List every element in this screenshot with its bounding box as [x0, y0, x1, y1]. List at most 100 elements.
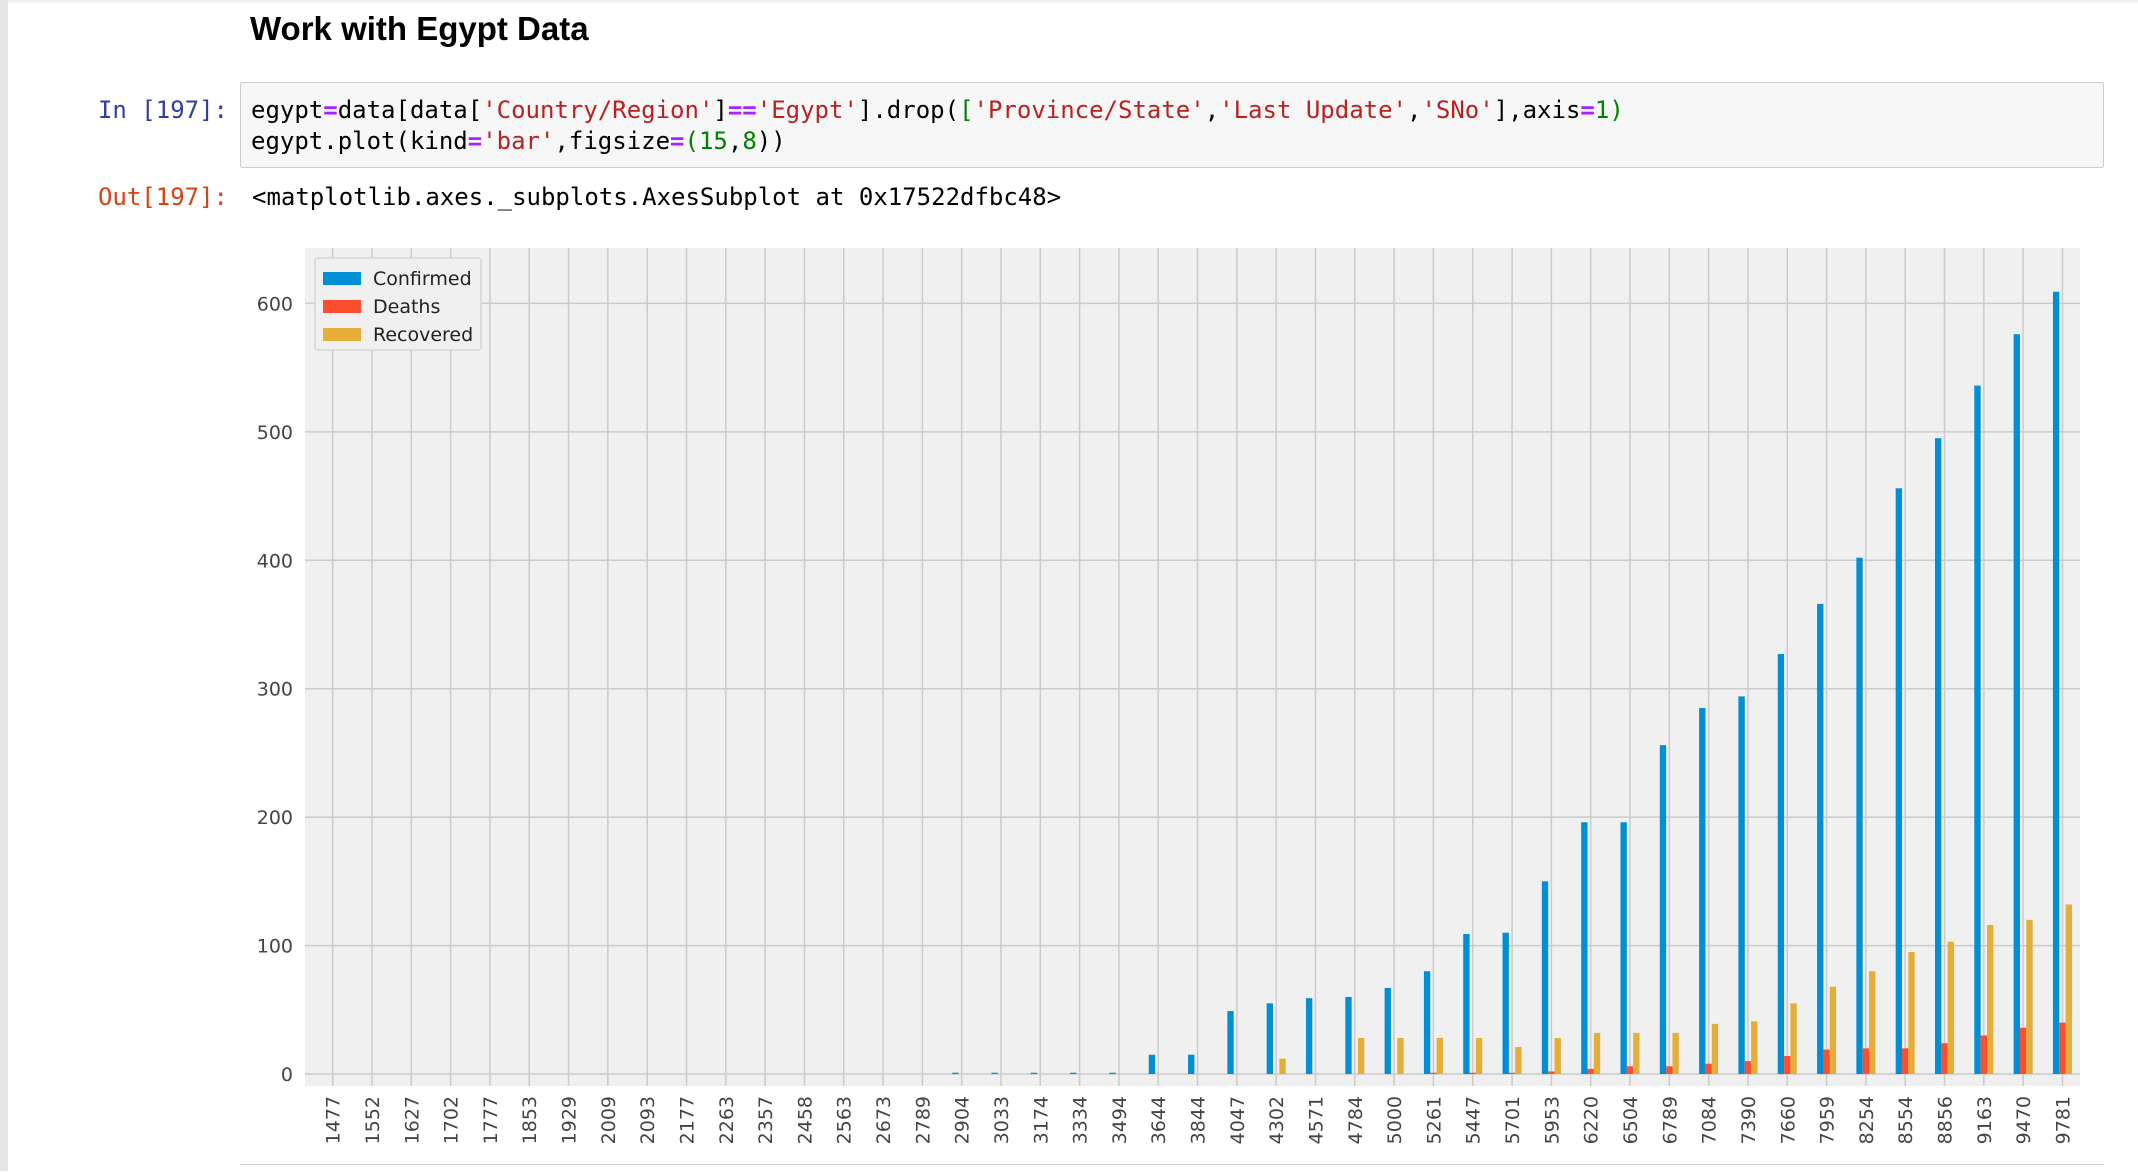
- markdown-heading: Work with Egypt Data: [250, 10, 589, 47]
- bar-recovered: [1829, 986, 1837, 1074]
- bar-deaths: [1508, 1072, 1516, 1074]
- x-tick-label: 3494: [1109, 1096, 1131, 1144]
- bar-recovered: [1397, 1038, 1404, 1074]
- x-tick-label: 3033: [991, 1096, 1013, 1144]
- bar-confirmed: [1109, 1072, 1116, 1074]
- x-tick-label: 6789: [1659, 1096, 1681, 1144]
- x-tick-label: 5953: [1541, 1096, 1563, 1144]
- bar-deaths: [1902, 1048, 1909, 1074]
- bar-confirmed: [2052, 291, 2060, 1074]
- x-tick-label: 4047: [1227, 1096, 1249, 1144]
- bar-confirmed: [1070, 1072, 1077, 1074]
- bar-confirmed: [1581, 822, 1588, 1074]
- bar-recovered: [1711, 1023, 1719, 1074]
- notebook-left-strip: [0, 0, 8, 1171]
- bar-confirmed: [1227, 1011, 1234, 1074]
- bar-confirmed: [1738, 696, 1745, 1074]
- x-tick-label: 4784: [1345, 1096, 1367, 1144]
- x-tick-label: 2093: [637, 1096, 659, 1144]
- x-tick-label: 5261: [1423, 1096, 1445, 1144]
- x-tick-label: 7959: [1817, 1096, 1839, 1144]
- bar-recovered: [1908, 951, 1915, 1074]
- x-tick-label: 8554: [1895, 1096, 1917, 1144]
- code-input-area[interactable]: egypt=data[data['Country/Region']=='Egyp…: [240, 82, 2104, 168]
- y-tick-label: 400: [257, 550, 293, 572]
- x-tick-label: 5447: [1463, 1096, 1485, 1144]
- bar-confirmed: [991, 1072, 998, 1074]
- x-tick-label: 7084: [1699, 1096, 1721, 1144]
- bar-confirmed: [1620, 822, 1627, 1074]
- bar-confirmed: [1148, 1054, 1156, 1074]
- bar-confirmed: [1856, 557, 1863, 1074]
- x-tick-label: 7660: [1777, 1096, 1799, 1144]
- x-tick-label: 3334: [1070, 1096, 1092, 1144]
- x-tick-label: 2177: [676, 1096, 698, 1144]
- x-tick-label: 8254: [1856, 1096, 1878, 1144]
- bar-confirmed: [1463, 934, 1470, 1074]
- legend-swatch-confirmed: [323, 272, 361, 285]
- y-tick-label: 200: [257, 807, 293, 829]
- bar-confirmed: [1699, 707, 1706, 1074]
- x-tick-label: 1777: [480, 1096, 502, 1144]
- bar-confirmed: [1541, 881, 1549, 1074]
- y-tick-label: 0: [281, 1064, 293, 1086]
- bar-recovered: [1593, 1032, 1601, 1074]
- bar-recovered: [1672, 1032, 1679, 1074]
- bar-deaths: [1430, 1072, 1437, 1074]
- x-tick-label: 1929: [559, 1096, 581, 1144]
- bar-deaths: [1626, 1066, 1634, 1074]
- x-tick-label: 1627: [401, 1096, 423, 1144]
- bar-recovered: [1986, 925, 1994, 1074]
- bar-deaths: [1548, 1071, 1555, 1074]
- x-tick-label: 2458: [794, 1096, 816, 1144]
- x-tick-label: 3644: [1148, 1096, 1170, 1144]
- x-tick-label: 6220: [1581, 1096, 1603, 1144]
- bar-recovered: [1279, 1058, 1286, 1074]
- bar-recovered: [1751, 1021, 1758, 1074]
- x-tick-label: 3174: [1030, 1096, 1052, 1144]
- bar-recovered: [1869, 971, 1876, 1074]
- input-prompt: In [197]:: [97, 96, 228, 124]
- bar-confirmed: [1384, 987, 1391, 1074]
- bar-confirmed: [1345, 996, 1352, 1074]
- bar-confirmed: [1305, 998, 1313, 1074]
- x-tick-label: 5701: [1502, 1096, 1524, 1144]
- x-tick-label: 3844: [1188, 1096, 1210, 1144]
- x-tick-label: 2673: [873, 1096, 895, 1144]
- bar-deaths: [1980, 1035, 1987, 1074]
- bar-recovered: [1947, 941, 1955, 1074]
- x-tick-label: 6504: [1620, 1096, 1642, 1144]
- legend-swatch-deaths: [323, 300, 361, 313]
- x-tick-label: 9163: [1974, 1096, 1996, 1144]
- output-repr-text: <matplotlib.axes._subplots.AxesSubplot a…: [252, 183, 1062, 211]
- bar-deaths: [1587, 1068, 1594, 1074]
- x-tick-label: 2357: [755, 1096, 777, 1144]
- x-tick-label: 2789: [912, 1096, 934, 1144]
- bar-confirmed: [1895, 488, 1903, 1074]
- legend-label-recovered: Recovered: [373, 324, 473, 346]
- bar-chart: 0 100 200 300 400 500 600 1477 1552 1627 1702 1777 1…: [257, 248, 2080, 1144]
- y-tick-label: 100: [257, 936, 293, 958]
- y-tick-label: 300: [257, 679, 293, 701]
- y-tick-label: 600: [257, 293, 293, 315]
- bar-deaths: [1784, 1056, 1791, 1074]
- bar-recovered: [1790, 1003, 1797, 1074]
- bar-deaths: [1666, 1066, 1673, 1074]
- x-tick-label: 9470: [2013, 1096, 2035, 1144]
- bar-recovered: [2026, 919, 2033, 1074]
- x-tick-label: 1477: [323, 1096, 345, 1144]
- bar-recovered: [1357, 1038, 1365, 1074]
- bar-confirmed: [2013, 334, 2020, 1074]
- bar-deaths: [2019, 1027, 2027, 1074]
- bar-recovered: [1633, 1032, 1640, 1074]
- bar-confirmed: [1030, 1072, 1038, 1074]
- bar-recovered: [2065, 904, 2072, 1074]
- notebook-top-shadow: [8, 0, 2138, 4]
- code-line-1: egypt=data[data['Country/Region']=='Egyp…: [251, 96, 1624, 124]
- x-tick-label: 1552: [362, 1096, 384, 1144]
- bar-deaths: [1823, 1049, 1830, 1074]
- bar-recovered: [1475, 1038, 1483, 1074]
- x-tick-label: 1702: [441, 1096, 463, 1144]
- legend-label-deaths: Deaths: [373, 296, 440, 318]
- x-tick-label: 2263: [716, 1096, 738, 1144]
